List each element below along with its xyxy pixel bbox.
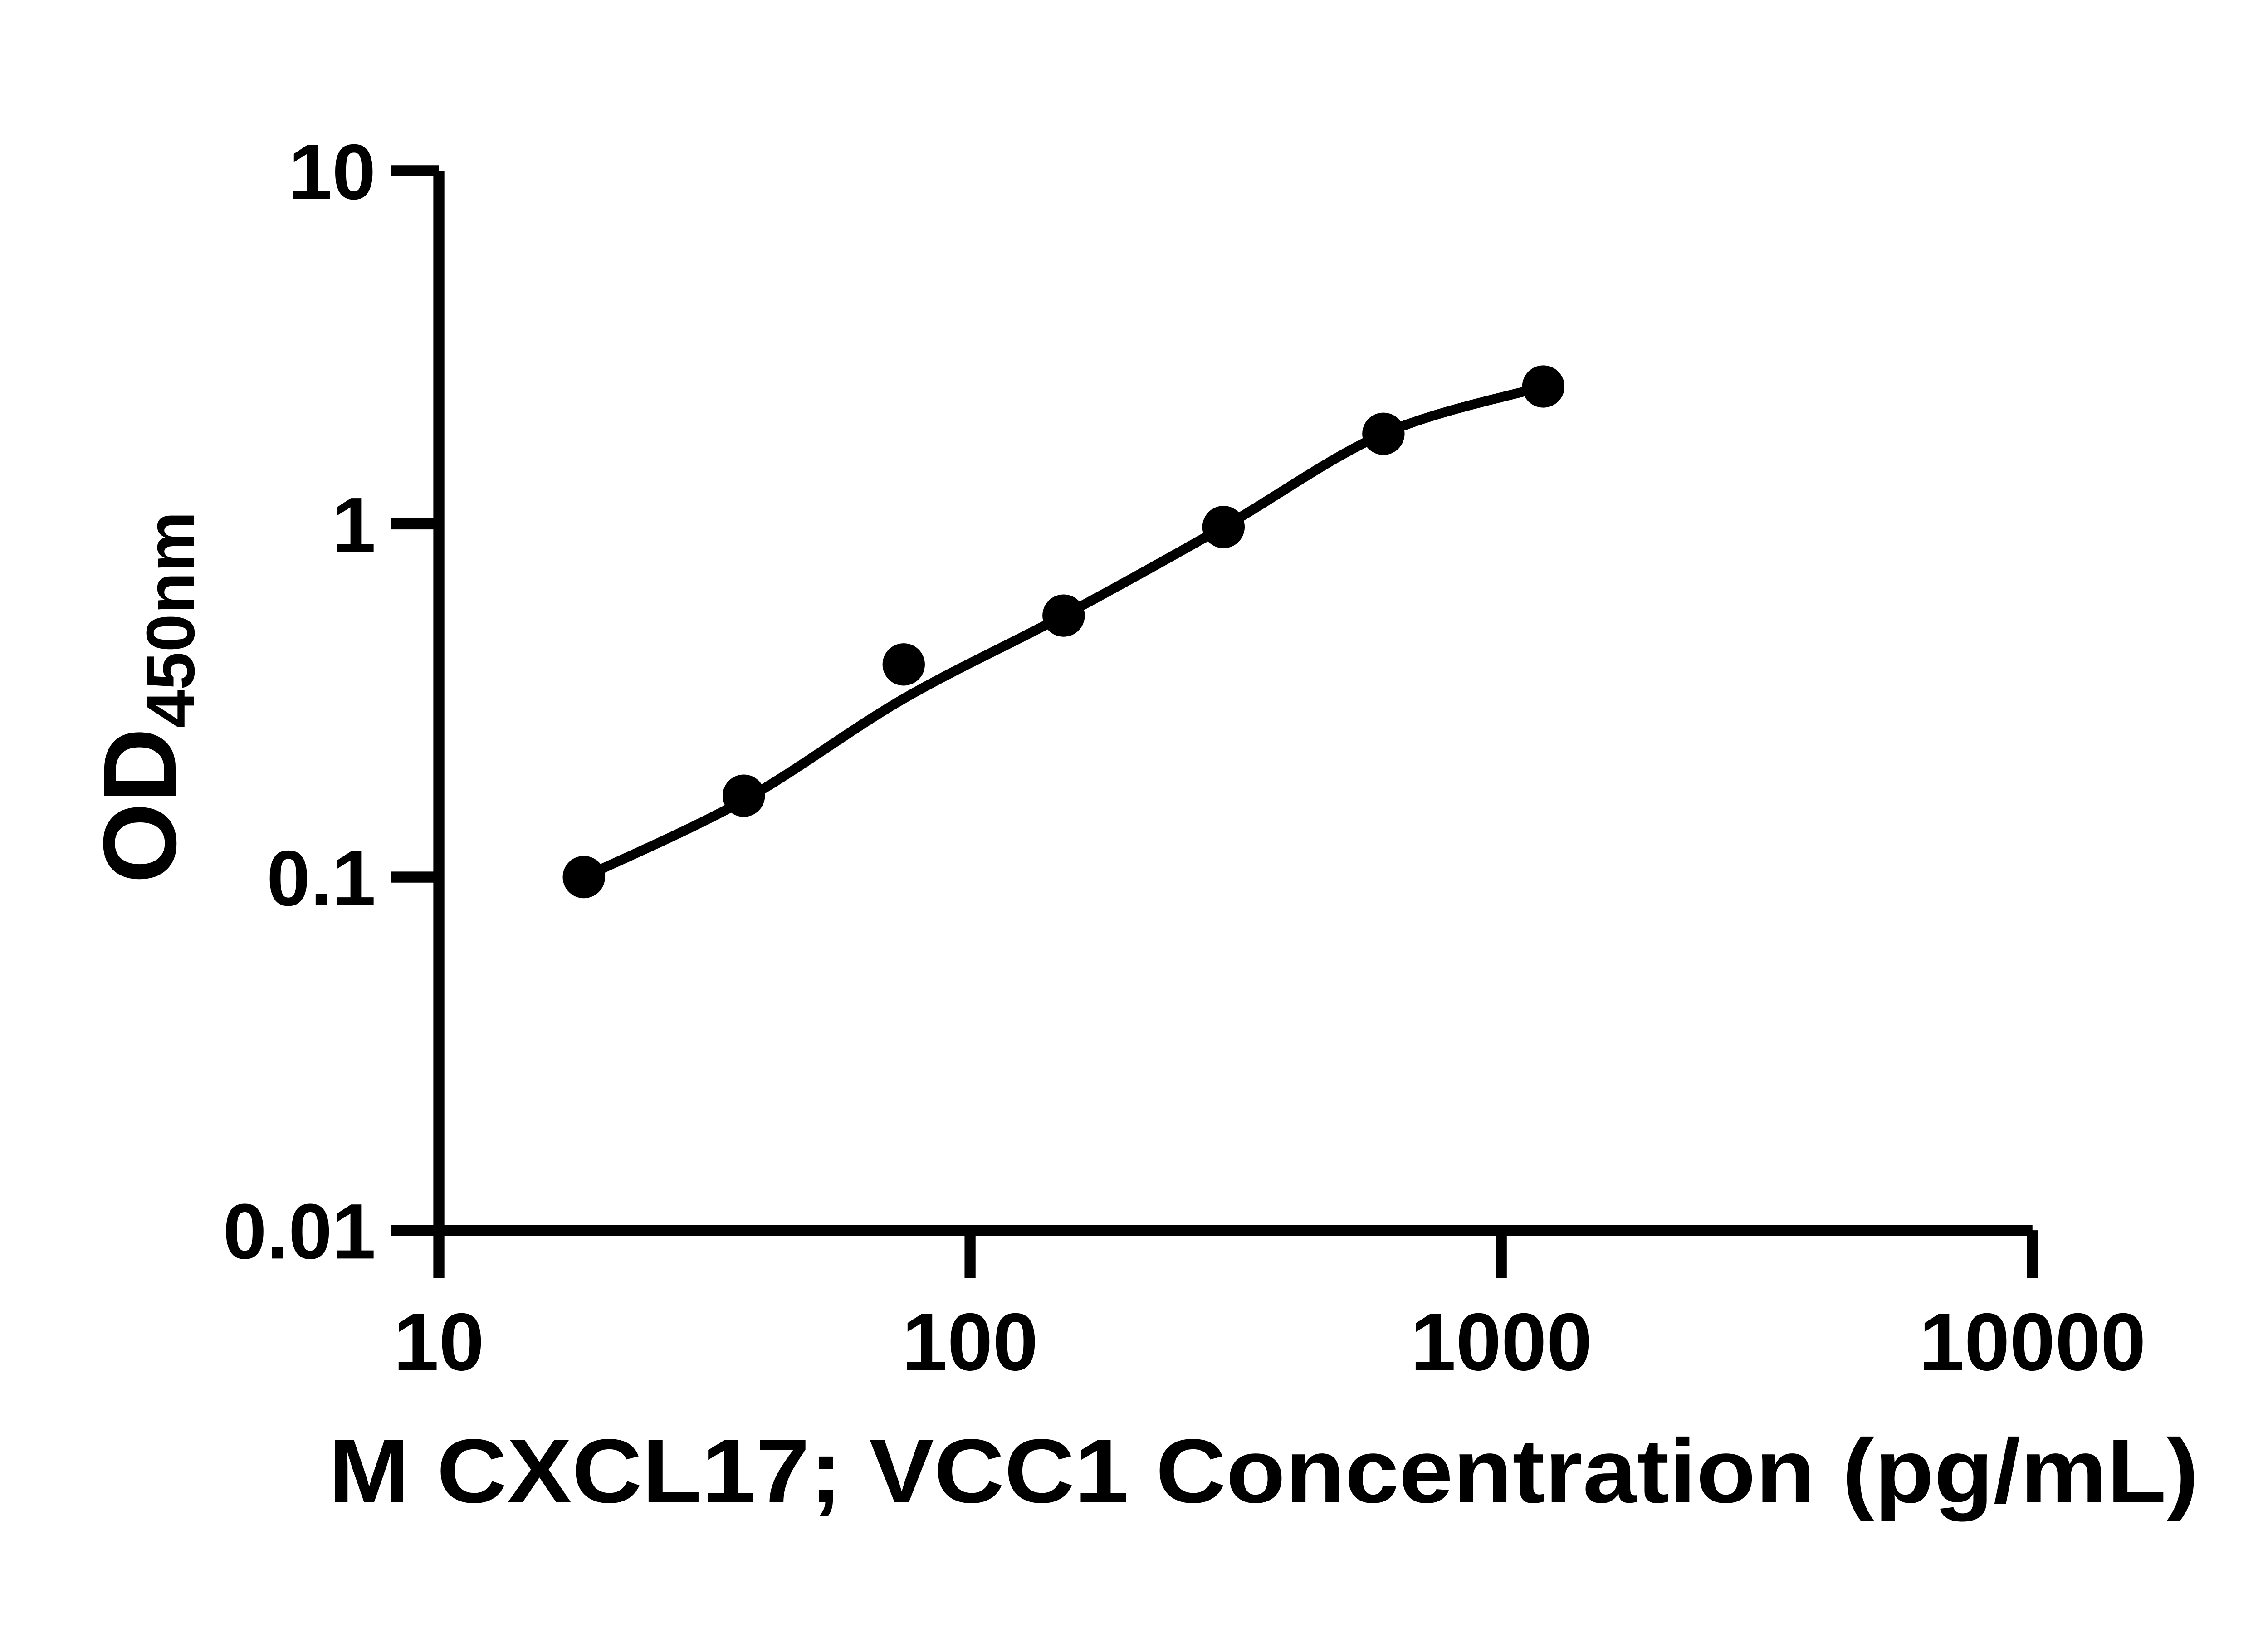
data-point xyxy=(1042,594,1085,637)
y-tick-label: 1 xyxy=(332,481,376,569)
y-axis-title-main: OD xyxy=(82,728,198,884)
data-point xyxy=(1362,412,1405,455)
y-tick-label: 0.01 xyxy=(223,1187,376,1275)
y-tick-label: 10 xyxy=(288,128,376,216)
axis-spines xyxy=(433,171,2033,1236)
data-point xyxy=(1522,365,1565,408)
x-tick-label: 10 xyxy=(393,1296,484,1388)
x-tick-label: 10000 xyxy=(1919,1296,2146,1388)
data-point xyxy=(1202,506,1245,548)
x-tick-label: 1000 xyxy=(1411,1296,1592,1388)
x-tick-label: 100 xyxy=(902,1296,1038,1388)
data-point xyxy=(723,774,765,817)
axes-layer xyxy=(391,165,2038,1278)
y-axis-title: OD450nm xyxy=(82,511,209,883)
data-layer xyxy=(562,365,1565,899)
y-tick-label: 0.1 xyxy=(267,834,376,922)
x-axis-title: M CXCL17; VCC1 Concentration (pg/mL) xyxy=(328,1421,2199,1522)
y-axis-title-subscript: 450nm xyxy=(132,511,209,728)
data-point xyxy=(562,856,605,899)
data-point xyxy=(882,643,925,686)
